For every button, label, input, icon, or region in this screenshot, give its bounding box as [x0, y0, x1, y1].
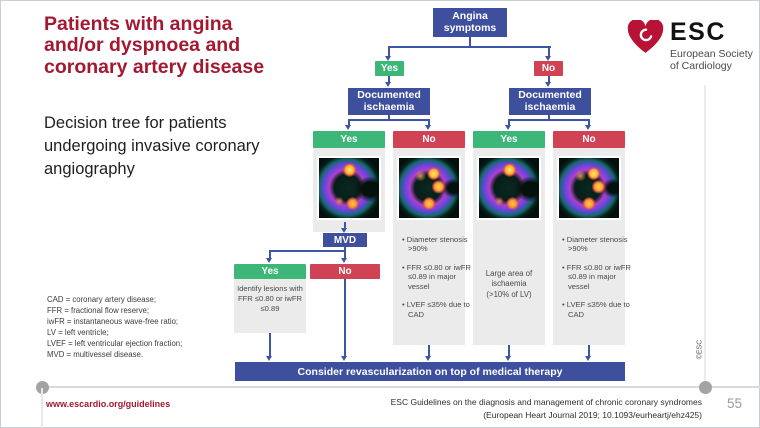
abbreviation-item: LVEF = left ventricular ejection fractio…	[47, 339, 183, 349]
arrow-down-icon	[385, 56, 391, 61]
connector	[388, 46, 551, 48]
tag-yes-angina: Yes	[375, 61, 404, 76]
esc-logo-text: ESC	[670, 18, 726, 46]
connector	[344, 252, 346, 258]
connector	[269, 252, 271, 258]
arrow-down-icon	[505, 356, 511, 361]
footer-horizontal-rule	[42, 386, 760, 388]
connector	[588, 121, 590, 125]
connector	[548, 76, 550, 82]
connector	[348, 121, 350, 125]
node-documented-ischaemia-right: Documented ischaemia	[509, 88, 591, 115]
connector	[269, 250, 346, 252]
criteria-item: FFR ≤0.80 or iwFR ≤0.89 in major vessel	[402, 263, 474, 291]
page-subtitle: Decision tree for patients undergoing in…	[44, 114, 260, 179]
connector	[428, 345, 430, 356]
connector	[388, 76, 390, 82]
tag-no-mvd: No	[310, 264, 380, 279]
page-number: 55	[727, 396, 743, 411]
criteria-item: LVEF ≤35% due to CAD	[562, 300, 634, 319]
connector	[469, 37, 471, 47]
citation-line-1: ESC Guidelines on the diagnosis and mana…	[390, 397, 702, 407]
connector	[548, 115, 550, 120]
arrow-down-icon	[505, 125, 511, 130]
arrow-down-icon	[385, 82, 391, 87]
criteria-item: Diameter stenosis >90%	[402, 235, 474, 254]
citation: ESC Guidelines on the diagnosis and mana…	[320, 396, 702, 422]
node-documented-ischaemia-left: Documented ischaemia	[348, 88, 430, 115]
abbreviation-item: iwFR = instantaneous wave-free ratio;	[47, 317, 179, 327]
arrow-down-icon	[266, 356, 272, 361]
citation-line-2: (European Heart Journal 2019; 10.1093/eu…	[483, 409, 702, 420]
tag-yes-ischaemia-left: Yes	[313, 131, 385, 148]
connector	[344, 247, 346, 251]
connector	[588, 345, 590, 356]
node-consider-revascularization: Consider revascularization on top of med…	[235, 362, 625, 381]
arrow-down-icon	[585, 125, 591, 130]
arrow-down-icon	[425, 356, 431, 361]
arrow-down-icon	[341, 356, 347, 361]
arrow-down-icon	[266, 258, 272, 263]
connector	[548, 46, 550, 56]
abbreviation-item: FFR = fractional flow reserve;	[47, 306, 150, 316]
tag-yes-ischaemia-right: Yes	[473, 131, 545, 148]
tag-no-ischaemia-left: No	[393, 131, 465, 148]
tag-no-ischaemia-right: No	[553, 131, 625, 148]
criteria-item: LVEF ≤35% due to CAD	[402, 300, 474, 319]
myocardial-perfusion-scan-image	[477, 156, 541, 220]
tag-yes-mvd: Yes	[234, 264, 306, 279]
arrow-down-icon	[425, 125, 431, 130]
esc-heart-icon	[627, 18, 664, 54]
footer-dot-left	[36, 381, 49, 394]
note-identify-lesions: Identify lesions with FFR ≤0.80 or iwFR …	[234, 279, 306, 333]
arrow-down-icon	[341, 258, 347, 263]
criteria-item: FFR ≤0.80 or iwFR ≤0.89 in major vessel	[562, 263, 634, 291]
esc-logo: ESC European Society of Cardiology	[627, 18, 754, 73]
arrow-down-icon	[345, 125, 351, 130]
abbreviation-item: CAD = coronary artery disease;	[47, 295, 156, 304]
connector	[508, 121, 510, 125]
connector	[348, 119, 430, 121]
page-title: Patients with angina and/or dyspnoea and…	[44, 13, 265, 78]
arrow-down-icon	[545, 82, 551, 87]
connector	[428, 121, 430, 125]
connector	[344, 279, 346, 356]
connector	[269, 333, 271, 356]
esc-copyright-label: ©ESC	[696, 339, 704, 360]
arrow-down-icon	[585, 356, 591, 361]
abbreviation-list: CAD = coronary artery disease; FFR = fra…	[47, 294, 257, 360]
connector	[388, 115, 390, 120]
footer-dot-right	[699, 381, 712, 394]
escardio-guidelines-link[interactable]: www.escardio.org/guidelines	[46, 399, 171, 409]
note-large-area-ischaemia: Large area of ischaemia (>10% of LV)	[485, 269, 533, 299]
left-vertical-rule	[41, 388, 43, 428]
esc-logo-tagline: European Society of Cardiology	[670, 48, 753, 73]
criteria-list-right: Diameter stenosis >90% FFR ≤0.80 or iwFR…	[553, 225, 639, 328]
right-vertical-rule	[704, 85, 706, 387]
abbreviation-item: LV = left ventricle;	[47, 328, 109, 338]
myocardial-perfusion-scan-image	[317, 156, 381, 220]
tag-no-angina: No	[534, 61, 563, 76]
node-mvd: MVD	[323, 233, 367, 247]
criteria-item: Diameter stenosis >90%	[562, 235, 634, 254]
connector	[388, 46, 390, 56]
node-angina-symptoms: Angina symptoms	[433, 8, 507, 37]
connector	[508, 119, 590, 121]
arrow-down-icon	[545, 56, 551, 61]
myocardial-perfusion-scan-image	[397, 156, 461, 220]
criteria-list-left: Diameter stenosis >90% FFR ≤0.80 or iwFR…	[393, 225, 479, 328]
connector	[344, 222, 346, 228]
connector	[508, 345, 510, 356]
myocardial-perfusion-scan-image	[557, 156, 621, 220]
arrow-down-icon	[341, 228, 347, 233]
abbreviation-item: MVD = multivessel disease.	[47, 350, 143, 360]
